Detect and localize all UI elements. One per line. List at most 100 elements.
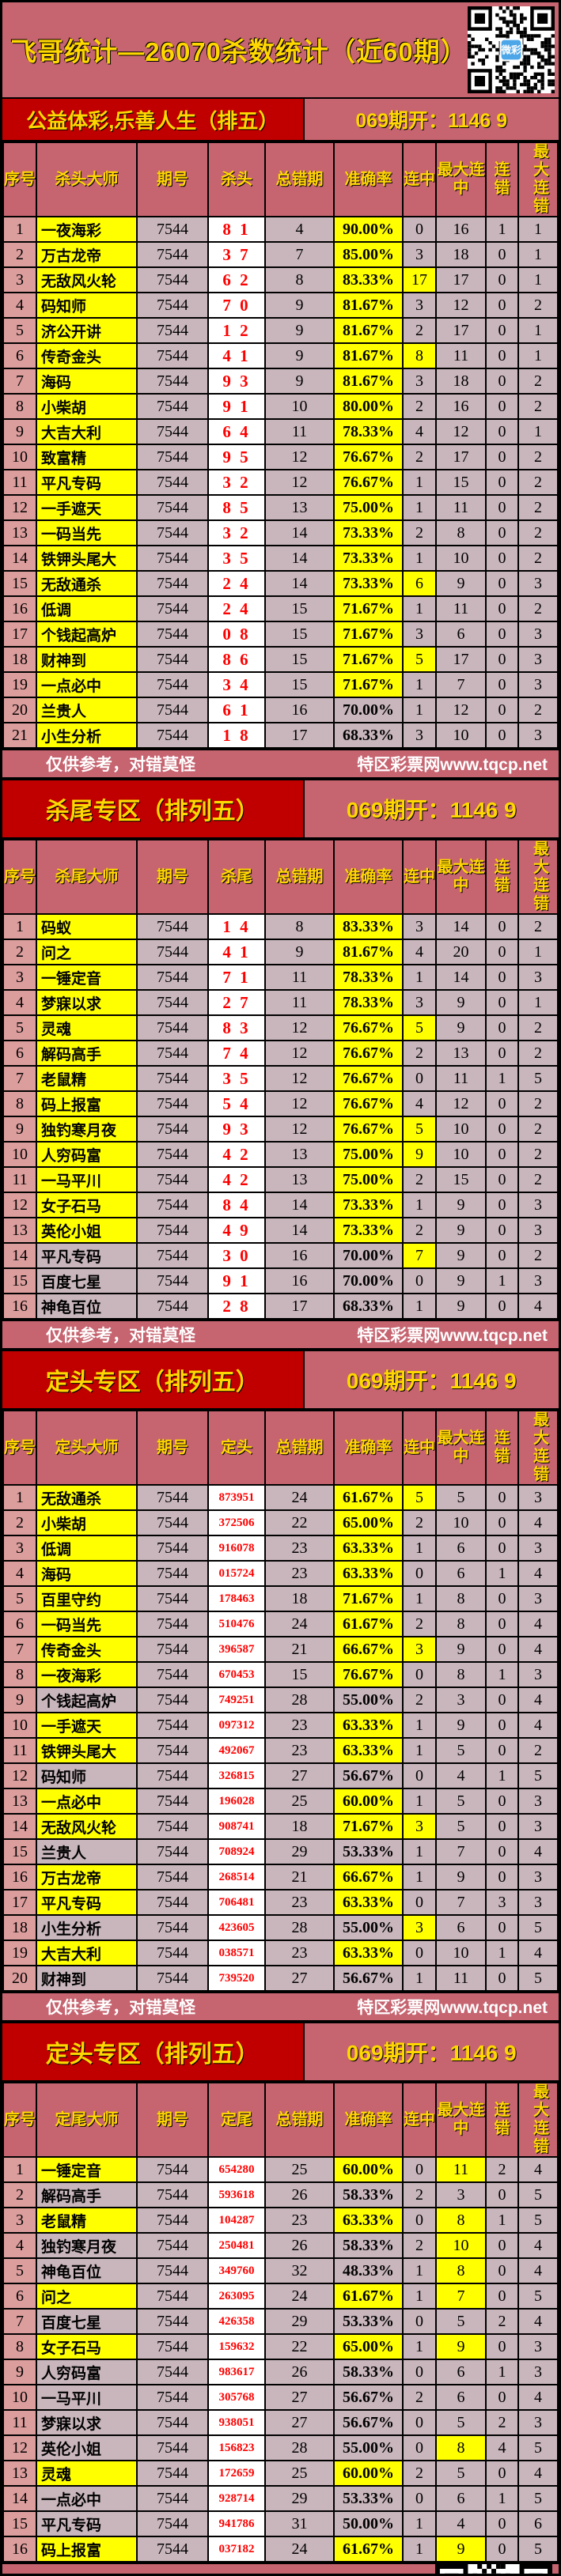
hit-streak: 5: [402, 646, 437, 673]
table-row: 8 码上报富 7544 5 4 12 76.67% 4 12 0 2: [2, 1090, 559, 1117]
max-hit-streak: 17: [435, 317, 487, 344]
max-hit-streak: 7: [435, 1838, 487, 1865]
max-miss-streak: 4: [517, 1686, 559, 1713]
miss-count: 9: [264, 317, 335, 344]
table-row: 10 致富精 7544 9 5 12 76.67% 2 17 0 2: [2, 444, 559, 470]
row-index: 7: [2, 1636, 37, 1663]
max-miss-streak: 4: [517, 2308, 559, 2335]
max-miss-streak: 4: [517, 2257, 559, 2284]
issue-no: 7544: [136, 545, 209, 572]
site-url: 特区彩票网www.tqcp.net: [357, 1327, 548, 1345]
hit-streak: 2: [402, 2232, 437, 2259]
pick-number: 510476: [207, 1611, 266, 1637]
master-name: 老鼠精: [36, 2207, 138, 2234]
miss-count: 18: [264, 1813, 335, 1840]
miss-count: 16: [264, 697, 335, 723]
row-index: 16: [2, 1864, 37, 1890]
miss-count: 27: [264, 2409, 335, 2436]
row-index: 5: [2, 2257, 37, 2284]
pick-number: 7 4: [207, 1040, 266, 1067]
max-hit-streak: 18: [435, 241, 487, 268]
master-name: 神龟百位: [36, 1293, 138, 1320]
hit-streak: 2: [402, 2460, 437, 2487]
column-header: 期号: [136, 2082, 209, 2158]
issue-no: 7544: [136, 989, 209, 1016]
hit-streak: 0: [402, 2207, 437, 2234]
accuracy: 65.00%: [333, 1509, 404, 1536]
miss-streak: 0: [485, 519, 519, 546]
accuracy: 71.67%: [333, 671, 404, 698]
master-name: 无敌通杀: [36, 570, 138, 597]
miss-count: 13: [264, 494, 335, 521]
pick-number: 670453: [207, 1661, 266, 1688]
accuracy: 81.67%: [333, 317, 404, 344]
miss-streak: 0: [485, 1090, 519, 1117]
row-index: 11: [2, 469, 37, 496]
miss-count: 14: [264, 1192, 335, 1218]
section-title: 杀尾专区（排列五）: [2, 780, 305, 837]
hit-streak: 1: [402, 671, 437, 698]
accuracy: 63.33%: [333, 1889, 404, 1916]
table-row: 3 无敌风火轮 7544 6 2 8 83.33% 17 17 0 1: [2, 266, 559, 293]
master-name: 济公开讲: [36, 317, 138, 344]
miss-streak: 0: [485, 1965, 519, 1992]
hit-streak: 0: [402, 2409, 437, 2436]
accuracy: 73.33%: [333, 570, 404, 597]
column-header: 连错: [485, 2082, 519, 2158]
hit-streak: 1: [402, 1864, 437, 1890]
hit-streak: 0: [402, 2485, 437, 2512]
pick-number: 941786: [207, 2510, 266, 2537]
column-header: 定尾大师: [36, 2082, 138, 2158]
max-miss-streak: 4: [517, 2460, 559, 2487]
section-banner-fixtail: 定头专区（排列五） 069期开：1146 9: [2, 2022, 559, 2082]
issue-no: 7544: [136, 2207, 209, 2234]
miss-streak: 0: [485, 1813, 519, 1840]
hit-streak: 1: [402, 2536, 437, 2563]
max-miss-streak: 2: [517, 444, 559, 470]
miss-count: 26: [264, 2181, 335, 2208]
miss-streak: 0: [485, 444, 519, 470]
max-miss-streak: 2: [517, 595, 559, 622]
miss-streak: 0: [485, 1712, 519, 1739]
row-index: 1: [2, 2156, 37, 2183]
miss-count: 16: [264, 1242, 335, 1269]
accuracy: 85.00%: [333, 241, 404, 268]
miss-count: 17: [264, 722, 335, 749]
accuracy: 78.33%: [333, 989, 404, 1016]
hit-streak: 2: [402, 1166, 437, 1193]
max-hit-streak: 5: [435, 2308, 487, 2335]
issue-no: 7544: [136, 2232, 209, 2259]
hit-streak: 2: [402, 519, 437, 546]
accuracy: 73.33%: [333, 1192, 404, 1218]
max-hit-streak: 10: [435, 1141, 487, 1168]
master-name: 小柴胡: [36, 1509, 138, 1536]
master-name: 女子石马: [36, 2333, 138, 2360]
master-name: 传奇金头: [36, 1636, 138, 1663]
issue-no: 7544: [136, 1535, 209, 1562]
pick-number: 2 4: [207, 570, 266, 597]
issue-no: 7544: [136, 1192, 209, 1218]
table-row: 9 人穷码富 7544 983617 26 58.33% 0 6 1 3: [2, 2359, 559, 2385]
hit-streak: 2: [402, 1611, 437, 1637]
row-index: 6: [2, 2283, 37, 2310]
max-hit-streak: 10: [435, 1940, 487, 1966]
max-hit-streak: 11: [435, 2156, 487, 2183]
hit-streak: 2: [402, 393, 437, 420]
master-name: 万古龙帝: [36, 1864, 138, 1890]
pick-number: 492067: [207, 1737, 266, 1764]
table-row: 1 一锤定音 7544 654280 25 60.00% 0 11 2 4: [2, 2156, 559, 2183]
section-banner-fixhead: 定头专区（排列五） 069期开：1146 9: [2, 1350, 559, 1410]
miss-count: 12: [264, 469, 335, 496]
row-index: 8: [2, 1661, 37, 1688]
table-row: 9 个钱起高炉 7544 749251 28 55.00% 2 3 0 4: [2, 1686, 559, 1713]
table-row: 18 财神到 7544 8 6 15 71.67% 5 17 0 3: [2, 646, 559, 673]
miss-count: 18: [264, 1585, 335, 1612]
miss-streak: 0: [485, 1611, 519, 1637]
issue-no: 7544: [136, 1914, 209, 1941]
hit-streak: 6: [402, 570, 437, 597]
table-row: 2 小柴胡 7544 372506 22 65.00% 2 10 0 4: [2, 1509, 559, 1536]
max-hit-streak: 7: [435, 1889, 487, 1916]
accuracy: 61.67%: [333, 1611, 404, 1637]
accuracy: 56.67%: [333, 1762, 404, 1789]
